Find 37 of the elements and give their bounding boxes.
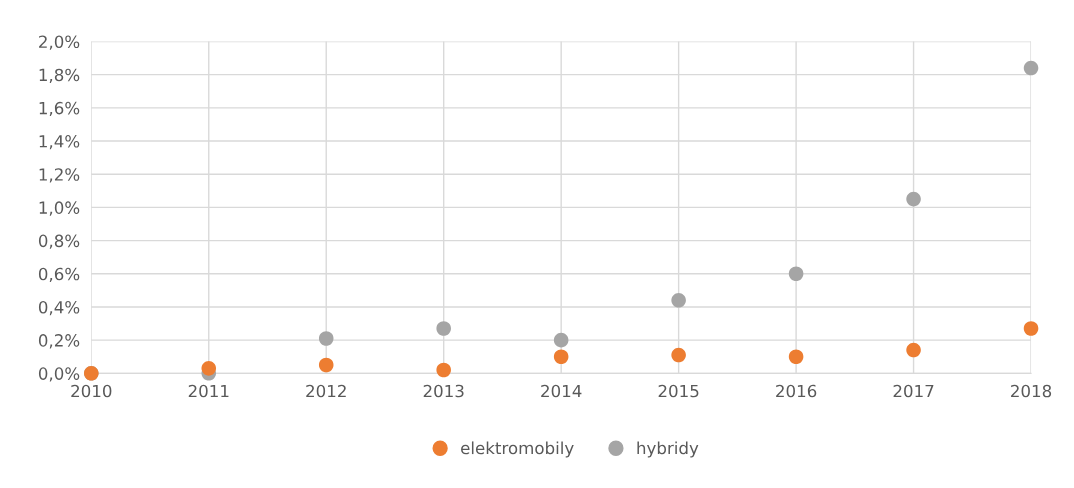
point xyxy=(906,342,921,358)
x-tick-label: 2010 xyxy=(71,384,112,398)
legend-label: hybridy xyxy=(637,441,699,458)
point xyxy=(318,357,334,373)
x-tick-label: 2012 xyxy=(306,384,346,398)
y-tick-label: 0,0% xyxy=(38,367,80,382)
point xyxy=(1023,60,1039,76)
y-tick-label: 1,2% xyxy=(39,168,80,183)
y-tick-label: 2,0% xyxy=(39,35,80,50)
x-tick-label: 2018 xyxy=(1011,384,1052,398)
x-tick-label: 2014 xyxy=(541,384,582,398)
x-tick-label: 2011 xyxy=(188,384,229,398)
y-tick-label: 0,2% xyxy=(38,334,80,349)
point xyxy=(553,332,569,348)
y-tick-label: 0,8% xyxy=(38,234,80,249)
point xyxy=(553,349,569,365)
x-tick-label: 2013 xyxy=(423,384,464,398)
point xyxy=(436,321,451,336)
point xyxy=(201,361,217,376)
point xyxy=(906,191,921,207)
point xyxy=(1023,321,1039,336)
point xyxy=(671,347,686,363)
y-tick-label: 0,4% xyxy=(38,300,80,316)
point xyxy=(788,266,804,282)
point xyxy=(671,293,686,308)
y-tick-label: 1,4% xyxy=(39,134,80,150)
y-tick-label: 1,0% xyxy=(39,201,80,216)
x-tick-label: 2016 xyxy=(776,384,817,398)
point xyxy=(318,331,334,346)
x-tick-label: 2015 xyxy=(658,384,699,398)
y-tick-label: 1,6% xyxy=(39,101,80,117)
point xyxy=(788,349,804,365)
legend-label: elektromobily xyxy=(461,441,574,458)
y-tick-label: 0,6% xyxy=(38,267,80,283)
point xyxy=(436,362,451,378)
x-tick-label: 2017 xyxy=(893,384,934,398)
y-tick-label: 1,8% xyxy=(39,68,80,83)
